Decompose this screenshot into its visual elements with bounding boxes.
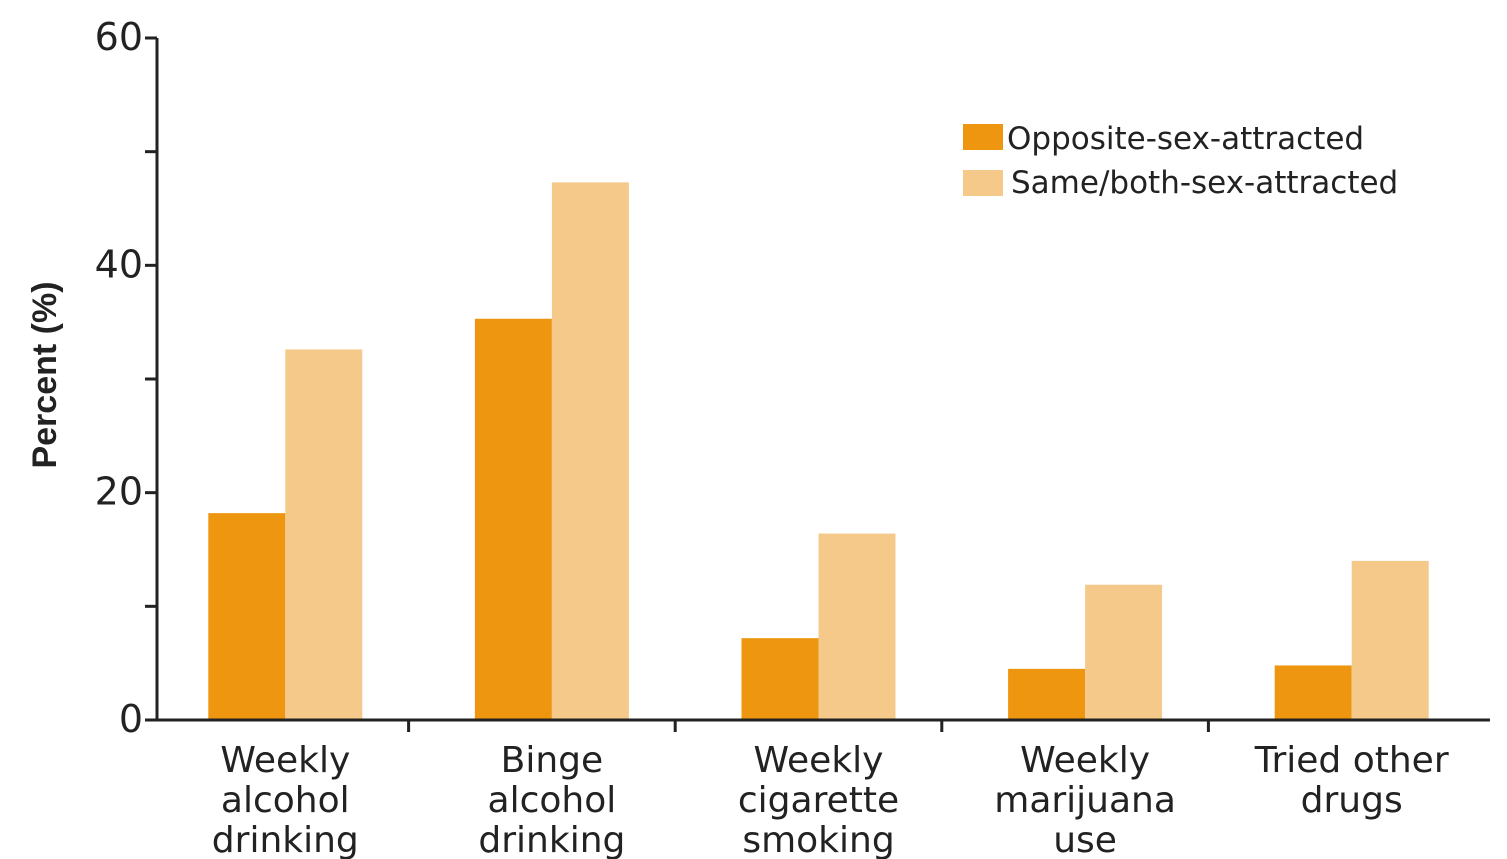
y-tick-label: 20 xyxy=(95,470,143,514)
y-axis-title: Percent (%) xyxy=(26,281,64,468)
y-tick-labels: 0 20 40 60 xyxy=(95,15,143,741)
bar-opposite-3 xyxy=(1008,668,1086,720)
x-tick-label: Weekly cigarette smoking xyxy=(738,740,899,859)
bar-same-1 xyxy=(551,182,629,720)
legend-label-opposite: Opposite-sex-attracted xyxy=(1007,121,1364,157)
bar-same-2 xyxy=(818,533,896,720)
y-tick-label: 40 xyxy=(95,242,143,286)
axes-layer xyxy=(145,36,1490,732)
legend-swatch-same xyxy=(963,170,1003,196)
x-tick-label: Tried other drugs xyxy=(1254,740,1449,821)
y-tick-label: 60 xyxy=(95,15,143,59)
bar-opposite-0 xyxy=(208,513,286,720)
x-tick-labels: Weekly alcohol drinking Binge alcohol drinkin… xyxy=(212,740,1449,859)
x-tick-label: Weekly alcohol drinking xyxy=(212,740,359,859)
bar-opposite-4 xyxy=(1274,665,1352,720)
bar-same-4 xyxy=(1351,560,1429,720)
legend-swatch-opposite xyxy=(963,124,1003,150)
bar-opposite-1 xyxy=(474,318,552,720)
y-tick-label: 0 xyxy=(119,697,143,741)
bar-opposite-2 xyxy=(741,638,819,720)
legend-label-same: Same/both-sex-attracted xyxy=(1011,165,1398,201)
bar-same-0 xyxy=(285,349,363,720)
x-tick-label: Binge alcohol drinking xyxy=(478,740,625,859)
x-tick-label: Weekly marijuana use xyxy=(994,740,1176,859)
legend: Opposite-sex-attracted Same/both-sex-att… xyxy=(963,121,1398,201)
bars-layer xyxy=(208,182,1429,720)
bar-same-3 xyxy=(1085,584,1163,720)
